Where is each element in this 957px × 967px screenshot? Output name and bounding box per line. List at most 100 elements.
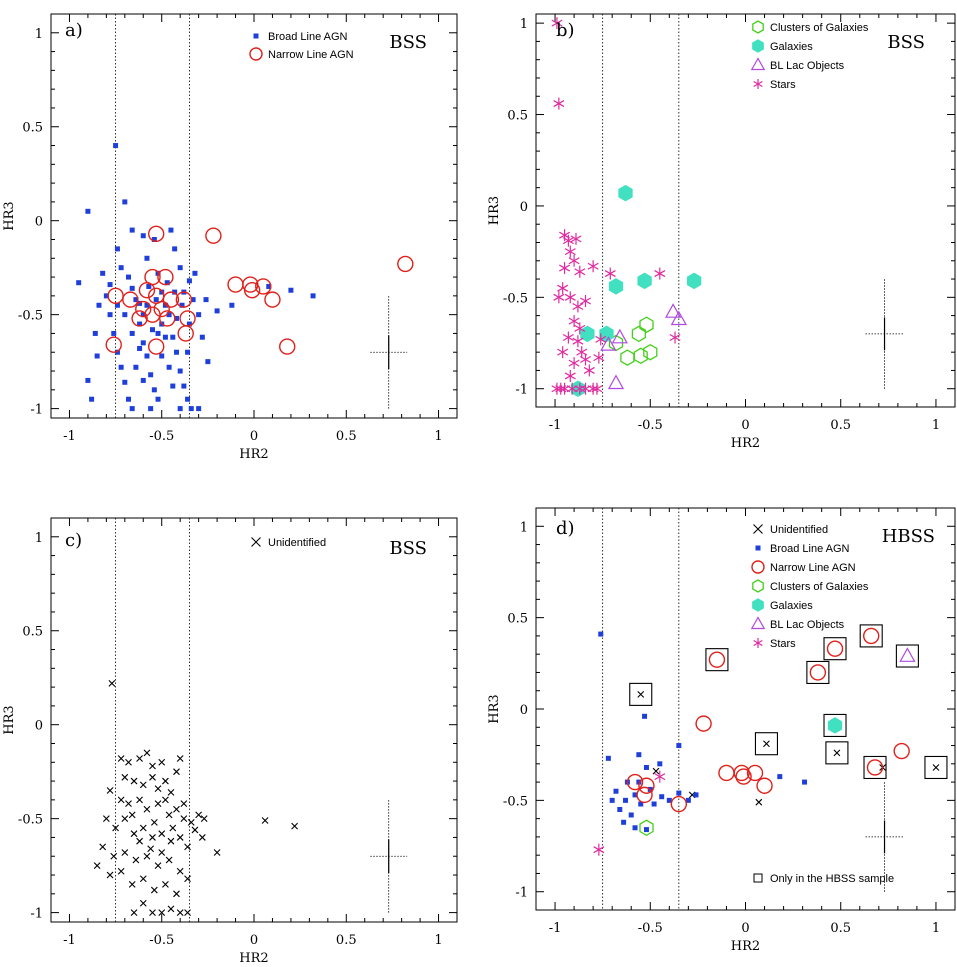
data-point <box>169 824 177 832</box>
data-point <box>826 640 844 657</box>
data-point <box>140 312 146 318</box>
data-point <box>553 291 565 304</box>
data-point <box>639 316 654 333</box>
y-tick-label: 1 <box>35 27 43 42</box>
data-point <box>107 282 113 288</box>
data-point <box>129 330 135 336</box>
x-tick-label: 0.5 <box>336 933 357 948</box>
legend-marker <box>249 47 263 61</box>
data-point <box>605 755 611 761</box>
data-point <box>551 17 563 30</box>
data-point <box>147 845 155 853</box>
y-tick-label: -0.5 <box>503 291 528 306</box>
legend-marker <box>750 57 766 71</box>
y-tick-label: -1 <box>515 886 528 901</box>
data-point <box>162 291 180 308</box>
y-tick-label: 0.5 <box>22 625 43 640</box>
panel-label: b) <box>556 20 575 41</box>
data-point <box>559 262 571 275</box>
data-point <box>149 762 156 770</box>
data-point <box>572 300 584 313</box>
data-point <box>122 291 139 308</box>
data-point <box>583 364 595 377</box>
data-point <box>676 790 682 796</box>
data-point <box>129 285 135 291</box>
data-point <box>863 627 880 645</box>
data-point <box>397 255 414 273</box>
data-point <box>92 330 98 336</box>
data-point <box>139 824 147 832</box>
box-legend-label: Only in the HBSS sample <box>770 873 894 885</box>
y-tick-label: 1 <box>520 17 528 32</box>
legend-label: Stars <box>770 638 796 650</box>
data-point <box>651 801 657 807</box>
data-point <box>288 287 294 293</box>
data-point <box>595 333 607 346</box>
data-point <box>639 819 654 837</box>
data-point <box>568 254 580 267</box>
data-point <box>151 387 157 393</box>
data-point <box>763 740 770 748</box>
data-point <box>617 807 623 812</box>
x-tick-label: 0 <box>250 429 258 444</box>
data-point <box>143 749 151 757</box>
data-point <box>153 297 159 303</box>
data-point <box>551 382 563 395</box>
data-point <box>199 334 205 340</box>
data-point <box>106 871 114 879</box>
data-point <box>99 843 107 851</box>
legend-label: Broad Line AGN <box>770 543 850 555</box>
data-point <box>117 796 125 804</box>
data-point <box>279 338 296 355</box>
data-point <box>148 406 154 412</box>
x-tick-label: -0.5 <box>149 429 174 444</box>
data-point <box>618 184 633 202</box>
data-point <box>139 899 147 907</box>
x-axis-title: HR2 <box>239 447 268 462</box>
data-point <box>139 875 147 883</box>
data-point <box>643 827 649 833</box>
data-point <box>106 787 114 794</box>
data-point <box>177 265 183 271</box>
data-point <box>568 315 580 328</box>
data-point <box>718 764 735 782</box>
data-point <box>121 849 129 856</box>
data-point <box>114 349 120 355</box>
data-point <box>568 357 580 370</box>
legend-label: Stars <box>770 79 796 91</box>
data-point <box>150 886 158 894</box>
hbss-only-box <box>823 713 847 737</box>
data-point <box>158 758 166 766</box>
data-point <box>802 779 808 785</box>
data-point <box>159 289 165 295</box>
data-point <box>162 796 169 804</box>
data-point <box>179 302 185 308</box>
data-point <box>154 800 162 808</box>
data-point <box>192 270 198 276</box>
panel-a: -1 -0.5 0 0.5 1 -1 -0.5 0 0.5 1 HR2 HR3 a) BSS Broad L… <box>2 13 458 462</box>
data-point <box>177 325 194 342</box>
data-point <box>564 291 576 304</box>
data-point <box>669 331 681 344</box>
sample-label: BSS <box>389 32 427 53</box>
legend-label: Clusters of Galaxies <box>770 581 869 593</box>
data-point <box>632 792 638 798</box>
data-point <box>827 717 843 734</box>
hbss-only-box <box>924 755 948 780</box>
data-point <box>137 345 143 351</box>
data-point <box>126 274 132 280</box>
panel-label: a) <box>65 20 83 41</box>
data-point <box>158 909 166 916</box>
data-point <box>151 236 157 242</box>
data-point <box>186 321 192 327</box>
data-point <box>621 819 627 825</box>
data-point <box>570 232 582 245</box>
data-point <box>132 856 140 864</box>
data-point <box>733 764 750 782</box>
data-point <box>693 792 699 798</box>
data-point <box>176 909 184 916</box>
legend-label: Clusters of Galaxies <box>770 22 869 34</box>
data-point <box>620 349 635 366</box>
data-point <box>158 849 166 856</box>
y-tick-label: -0.5 <box>18 309 43 324</box>
